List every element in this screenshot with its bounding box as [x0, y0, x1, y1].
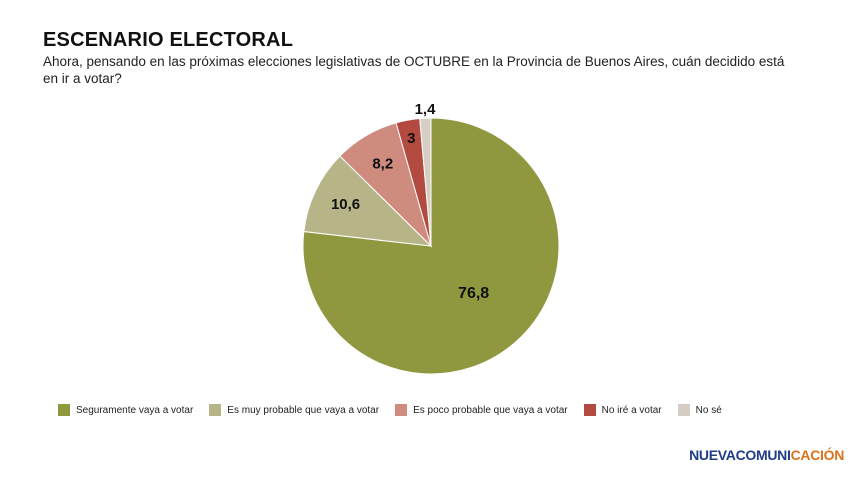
legend-swatch: [58, 404, 70, 416]
legend-label: Es poco probable que vaya a votar: [413, 404, 568, 416]
legend-item-5: No sé: [677, 404, 722, 416]
brand-logo-part2: CACIÓN: [790, 447, 845, 463]
chart-title: ESCENARIO ELECTORAL: [43, 29, 294, 51]
legend-swatch: [209, 404, 222, 416]
brand-logo-part1: NUEVACOMUNI: [689, 447, 791, 463]
legend-label: Seguramente vaya a votar: [76, 404, 194, 416]
pie-slice-label-5: 1,4: [415, 101, 437, 118]
pie-slice-2: [303, 155, 433, 247]
legend-swatch: [677, 404, 690, 416]
pie-slice-label-3: 8,2: [372, 155, 393, 172]
pie-slice-label-2: 10,6: [331, 196, 360, 213]
legend-label: No sé: [695, 404, 722, 416]
legend-swatch: [583, 404, 596, 416]
pie-slice-label-1: 76,8: [458, 285, 489, 302]
legend: Seguramente vaya a votar Es muy probable …: [58, 404, 738, 416]
legend-item-4: No iré a votar: [583, 404, 662, 416]
legend-item-2: Es muy probable que vaya a votar: [209, 404, 379, 416]
chart-subtitle: Ahora, pensando en las próximas eleccion…: [43, 54, 785, 86]
legend-item-1: Seguramente vaya a votar: [58, 404, 193, 416]
legend-label: Es muy probable que vaya a votar: [227, 404, 380, 416]
legend-label: No iré a votar: [601, 404, 662, 416]
legend-item-3: Es poco probable que vaya a votar: [395, 404, 568, 416]
brand-logo: NUEVACOMUNICACIÓN: [689, 447, 844, 463]
pie-slice-label-4: 3: [407, 130, 415, 147]
legend-swatch: [395, 404, 408, 416]
pie-slice-5: [419, 117, 432, 247]
pie-chart: 76,8 10,6 8,2 31,4: [302, 101, 560, 375]
